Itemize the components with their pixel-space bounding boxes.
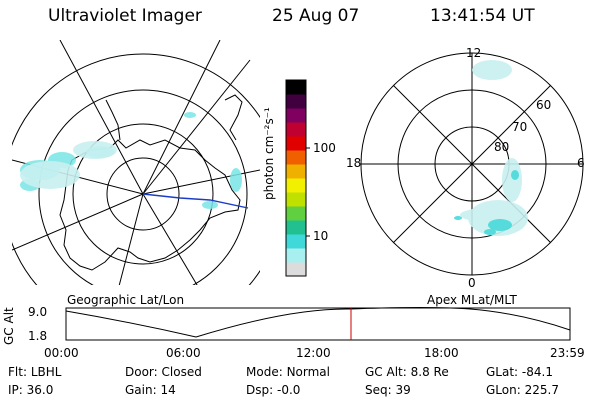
colorbar-unit-label: photon cm⁻²s⁻¹ xyxy=(262,107,276,200)
time-label: 13:41:54 UT xyxy=(430,6,535,26)
mlt-label-18: 18 xyxy=(346,156,362,170)
geo-meridian xyxy=(142,193,198,285)
altitude-plot xyxy=(65,307,571,341)
lat-label-80: 80 xyxy=(494,140,510,154)
altitude-ytick-max: 9.0 xyxy=(28,305,48,319)
geo-panel-label: Geographic Lat/Lon xyxy=(67,293,185,307)
colorbar-segment xyxy=(286,164,306,179)
status-glat: GLat: -84.1 xyxy=(486,365,553,379)
status-gc-alt: GC Alt: 8.8 Re xyxy=(365,365,449,379)
mlt-label-6: 6 xyxy=(577,156,585,170)
geo-lat-circle-outer xyxy=(38,89,248,285)
colorbar-segment xyxy=(286,234,306,249)
altitude-xtick: 12:00 xyxy=(296,346,331,360)
geo-lat-circle-edge xyxy=(12,53,260,285)
altitude-xtick: 00:00 xyxy=(44,346,79,360)
status-ip: IP: 36.0 xyxy=(8,383,54,397)
date-label: 25 Aug 07 xyxy=(272,6,360,26)
colorbar-segment xyxy=(286,220,306,235)
status-mode: Mode: Normal xyxy=(246,365,330,379)
colorbar-segment xyxy=(286,94,306,109)
geo-lat-circle-mid xyxy=(72,123,214,265)
status-door: Door: Closed xyxy=(125,365,202,379)
status-dsp: Dsp: -0.0 xyxy=(246,383,301,397)
altitude-ytick-min: 1.8 xyxy=(28,329,48,343)
colorbar-segment xyxy=(286,262,306,277)
magnetic-polar-plot xyxy=(360,52,584,276)
colorbar-segment xyxy=(286,178,306,193)
colorbar-segment xyxy=(286,150,306,165)
mlt-label-12: 12 xyxy=(466,46,482,60)
geo-lat-circle-inner xyxy=(106,157,180,231)
mag-panel-label: Apex MLat/MLT xyxy=(427,293,517,307)
geo-meridian xyxy=(142,169,260,195)
geo-meridian xyxy=(142,40,221,195)
coastline xyxy=(59,139,241,271)
colorbar-segment xyxy=(286,136,306,151)
colorbar-tick-100: 100 xyxy=(313,141,336,155)
satellite-track xyxy=(142,193,249,209)
geo-meridian xyxy=(142,59,251,195)
geo-meridian xyxy=(118,193,144,285)
status-seq: Seq: 39 xyxy=(365,383,411,397)
coast-fragment xyxy=(224,94,243,141)
colorbar-segment xyxy=(286,108,306,123)
lat-label-70: 70 xyxy=(512,120,528,134)
colorbar-segment xyxy=(286,122,306,137)
altitude-xtick: 18:00 xyxy=(424,346,459,360)
altitude-curve xyxy=(65,307,571,338)
geo-meridian xyxy=(12,193,144,251)
status-gain: Gain: 14 xyxy=(125,383,176,397)
instrument-title: Ultraviolet Imager xyxy=(48,6,202,26)
colorbar-segment xyxy=(286,192,306,207)
colorbar-segment xyxy=(286,206,306,221)
altitude-ylabel: GC Alt xyxy=(2,307,16,345)
mlt-label-0: 0 xyxy=(468,276,476,290)
mag-meridian-diag xyxy=(393,85,551,243)
status-flt: Flt: LBHL xyxy=(8,365,62,379)
lat-label-60: 60 xyxy=(536,98,552,112)
colorbar-segment xyxy=(286,248,306,263)
peninsula-coast xyxy=(105,99,121,141)
colorbar xyxy=(285,79,307,277)
altitude-xtick: 06:00 xyxy=(166,346,201,360)
colorbar-tick-10: 10 xyxy=(313,229,329,243)
altitude-xtick: 23:59 xyxy=(550,346,585,360)
colorbar-frame xyxy=(285,79,307,277)
geographic-map xyxy=(12,40,260,285)
colorbar-segment xyxy=(286,80,306,95)
status-glon: GLon: 225.7 xyxy=(486,383,559,397)
geo-meridian xyxy=(59,40,144,195)
mag-aurora-emission xyxy=(454,60,528,236)
